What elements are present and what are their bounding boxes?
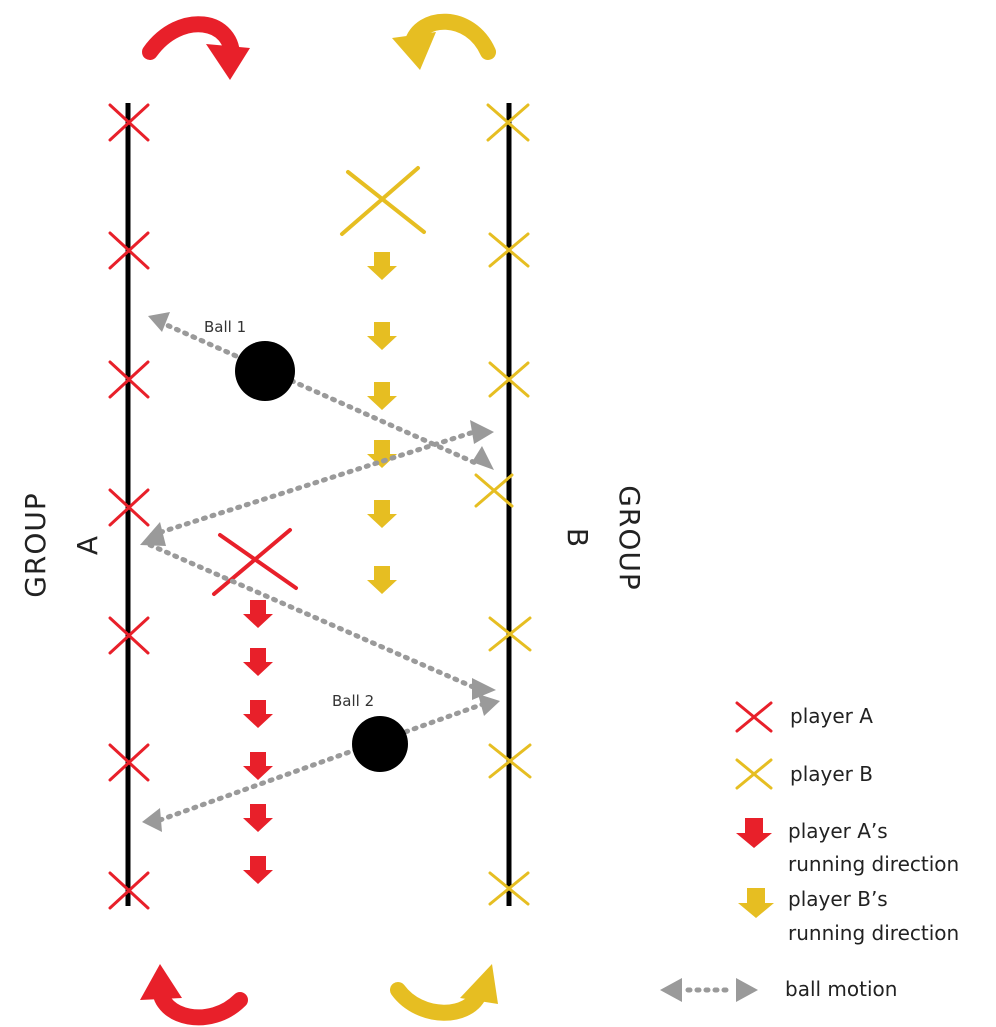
player-b-run-arrow-icon [367,500,397,528]
legend-player-b-label: player B [790,762,873,786]
legend-run-a-label-line1: player A’s [788,819,888,843]
player-a-icon [108,231,150,270]
rotation-arrow-bottom-right-icon [390,964,498,1021]
legend-run-b-label-line1: player B’s [788,887,888,911]
rotation-arrow-top-right-icon [392,13,496,70]
svg-text:GROUP: GROUP [613,485,646,591]
legend-run-a-label-line2: running direction [788,852,959,876]
ball-motion-paths [147,319,489,823]
ball-motion-arrowheads [140,312,500,832]
rotation-arrow-bottom-left-icon [140,964,248,1026]
player-a-icon [108,488,150,527]
svg-text:GROUP: GROUP [19,492,52,598]
player-a-run-arrow-icon [243,648,273,676]
group-b-label: GROUP B [561,485,646,591]
legend-player-a-icon [735,701,773,733]
player-b-icon [488,743,532,779]
running-player-b-icon [340,166,426,236]
player-a-icon [108,616,150,655]
player-b-icon [488,232,530,268]
player-b-run-arrows [367,252,397,594]
player-a-run-arrow-icon [243,804,273,832]
player-a-icon [108,871,150,910]
player-b-icon [488,616,532,652]
player-b-icon [488,871,530,906]
legend-player-a-label: player A [790,704,873,728]
player-a-run-arrow-icon [243,600,273,628]
legend-run-b-label-line2: running direction [788,921,959,945]
ball-2-label: Ball 2 [332,692,374,710]
legend-run-a-arrow-icon [736,818,772,848]
player-b-run-arrow-icon [367,322,397,350]
running-player-a-icon [212,528,298,596]
player-a-run-arrow-icon [243,856,273,884]
player-a-icon [108,360,150,399]
legend-ball-motion-icon [660,978,758,1002]
player-b-markers [474,103,532,906]
rotation-arrow-top-left-icon [142,16,250,80]
player-b-icon [488,361,530,398]
player-b-run-arrow-icon [367,252,397,280]
player-b-icon [486,103,530,142]
player-a-run-arrows [243,600,273,884]
player-a-icon [108,103,150,142]
player-b-run-arrow-icon [367,440,397,468]
ball-1 [235,341,295,401]
group-a-label: GROUP A [19,492,104,598]
legend-player-b-icon [735,758,773,790]
player-a-markers [108,103,150,910]
legend: player A player B player A’s running dir… [660,701,959,1002]
svg-text:B: B [561,528,594,548]
player-a-icon [108,743,150,782]
legend-run-b-arrow-icon [738,888,774,918]
player-a-run-arrow-icon [243,752,273,780]
player-b-run-arrow-icon [367,382,397,410]
player-b-run-arrow-icon [367,566,397,594]
svg-text:A: A [71,535,104,555]
ball-2 [352,716,408,772]
player-b-icon [474,473,514,508]
player-a-run-arrow-icon [243,700,273,728]
legend-ball-motion-label: ball motion [785,977,897,1001]
ball-1-label: Ball 1 [204,318,246,336]
